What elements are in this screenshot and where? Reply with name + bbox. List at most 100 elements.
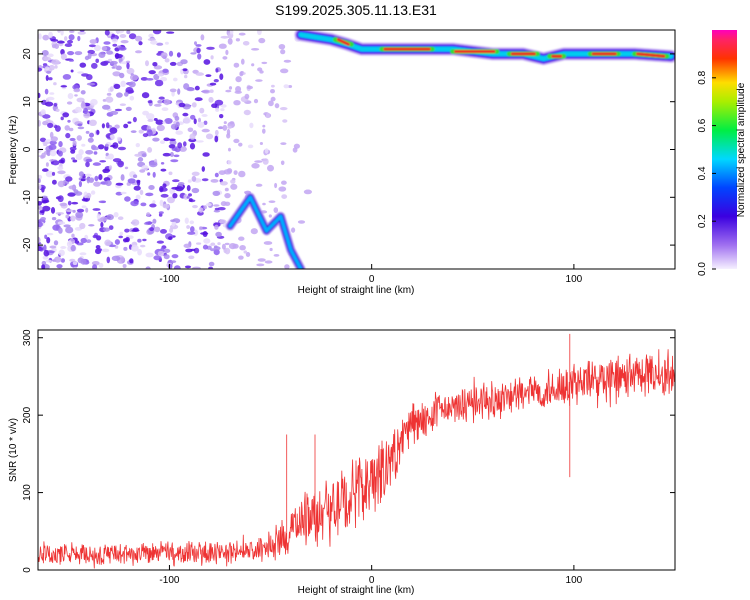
spectrogram-noise-blob — [46, 232, 54, 236]
spectrogram-noise-blob — [201, 114, 208, 117]
spectrogram-noise-blob — [55, 212, 65, 215]
spectrogram-peak-band — [636, 52, 666, 58]
spectrogram-noise-blob — [202, 152, 210, 157]
spectrogram-noise-blob — [74, 94, 78, 97]
spectrogram-noise-blob — [281, 194, 288, 200]
spectrogram-ytick-label: -20 — [22, 237, 33, 252]
spectrogram-noise-blob — [89, 132, 94, 138]
spectrogram-noise-blob — [280, 142, 287, 146]
spectrogram-noise-blob — [183, 243, 191, 248]
spectrogram-noise-blob — [288, 85, 293, 88]
spectrogram-noise-blob — [233, 138, 240, 144]
spectrogram-noise-blob — [103, 60, 111, 64]
spectrogram-noise-blob — [114, 239, 120, 245]
spectrogram-noise-blob — [186, 87, 195, 92]
spectrogram-noise-blob — [259, 142, 263, 145]
spectrogram-noise-blob — [122, 264, 127, 268]
spectrogram-noise-blob — [192, 266, 201, 269]
spectrogram-noise-blob — [213, 246, 221, 251]
spectrogram-noise-blob — [208, 261, 215, 267]
spectrogram-noise-blob — [67, 200, 72, 206]
spectrogram-noise-blob — [42, 114, 50, 118]
spectrogram-noise-blob — [73, 88, 81, 93]
spectrogram-noise-blob — [227, 160, 232, 165]
spectrogram-noise-blob — [81, 198, 88, 202]
spectrogram-noise-blob — [41, 264, 46, 269]
spectrogram-noise-blob — [126, 30, 131, 35]
spectrogram-noise-blob — [38, 33, 42, 40]
spectrogram-noise-blob — [124, 196, 131, 202]
spectrogram-noise-blob — [98, 262, 104, 268]
spectrogram-noise-blob — [66, 101, 73, 105]
spectrogram-noise-blob — [189, 142, 196, 150]
spectrogram-noise-blob — [133, 174, 138, 178]
spectrogram-noise-blob — [99, 160, 107, 163]
spectrogram-noise-blob — [149, 203, 157, 208]
spectrogram-noise-blob — [171, 220, 176, 227]
spectrogram-noise-blob — [213, 204, 220, 207]
spectrogram-noise-blob — [195, 72, 204, 76]
spectrogram-noise-blob — [77, 126, 85, 130]
spectrogram-noise-blob — [98, 200, 107, 204]
spectrogram-ylabel: Frequency (Hz) — [8, 116, 19, 185]
spectrogram-noise-blob — [38, 67, 43, 72]
spectrogram-noise-blob — [282, 119, 288, 123]
spectrogram-noise-blob — [233, 100, 241, 106]
spectrogram-noise-blob — [152, 218, 157, 224]
spectrogram-noise-blob — [38, 221, 43, 228]
spectrogram-noise-blob — [215, 231, 222, 237]
spectrogram-noise-blob — [227, 38, 233, 45]
spectrogram-noise-blob — [88, 177, 94, 183]
spectrogram-noise-blob — [140, 202, 147, 207]
spectrogram-noise-blob — [268, 200, 276, 203]
spectrogram-noise-blob — [201, 128, 210, 133]
spectrogram-noise-blob — [171, 260, 177, 263]
spectrogram-noise-blob — [174, 115, 180, 121]
spectrogram-noise-blob — [220, 108, 225, 112]
snr-ytick-label: 100 — [22, 484, 33, 501]
spectrogram-noise-blob — [68, 127, 74, 132]
spectrogram-noise-blob — [101, 248, 110, 253]
spectrogram-noise-blob — [67, 119, 71, 123]
spectrogram-noise-blob — [45, 101, 54, 107]
spectrogram-noise-blob — [41, 195, 48, 198]
spectrogram-noise-blob — [105, 180, 112, 187]
spectrogram-noise-blob — [219, 114, 224, 119]
spectrogram-noise-blob — [38, 206, 43, 211]
spectrogram-noise-blob — [235, 38, 240, 42]
spectrogram-noise-blob — [194, 85, 200, 91]
spectrogram-noise-blob — [48, 77, 53, 81]
spectrogram-noise-blob — [145, 60, 149, 67]
spectrogram-noise-blob — [73, 189, 79, 195]
spectrogram-noise-blob — [112, 158, 122, 163]
spectrogram-noise-blob — [85, 150, 94, 155]
spectrogram-noise-blob — [157, 73, 164, 77]
spectrogram-noise-blob — [58, 249, 65, 257]
spectrogram-noise-blob — [284, 264, 290, 269]
spectrogram-noise-blob — [93, 181, 101, 187]
spectrogram-noise-blob — [182, 112, 189, 117]
spectrogram-noise-blob — [168, 50, 174, 57]
spectrogram-noise-blob — [72, 140, 77, 146]
snr-xlabel: Height of straight line (km) — [298, 585, 415, 596]
spectrogram-noise-blob — [93, 151, 98, 155]
spectrogram-ytick-label: 0 — [22, 146, 33, 152]
spectrogram-noise-blob — [119, 72, 125, 79]
spectrogram-noise-blob — [189, 220, 195, 225]
spectrogram-noise-blob — [62, 112, 70, 118]
spectrogram-noise-blob — [95, 245, 101, 249]
spectrogram-noise-blob — [80, 259, 87, 265]
spectrogram-noise-blob — [283, 59, 292, 63]
spectrogram-noise-blob — [173, 77, 178, 82]
spectrogram-noise-blob — [148, 185, 155, 190]
spectrogram-noise-blob — [193, 229, 198, 236]
spectrogram-noise-blob — [77, 71, 84, 74]
spectrogram-noise-blob — [111, 66, 115, 69]
spectrogram-noise-blob — [160, 193, 169, 198]
spectrogram-noise-blob — [59, 202, 67, 207]
spectrogram-noise-blob — [224, 201, 231, 206]
spectrogram-noise-blob — [202, 231, 208, 237]
spectrogram-noise-blob — [142, 238, 147, 242]
spectrogram-noise-blob — [43, 249, 50, 257]
